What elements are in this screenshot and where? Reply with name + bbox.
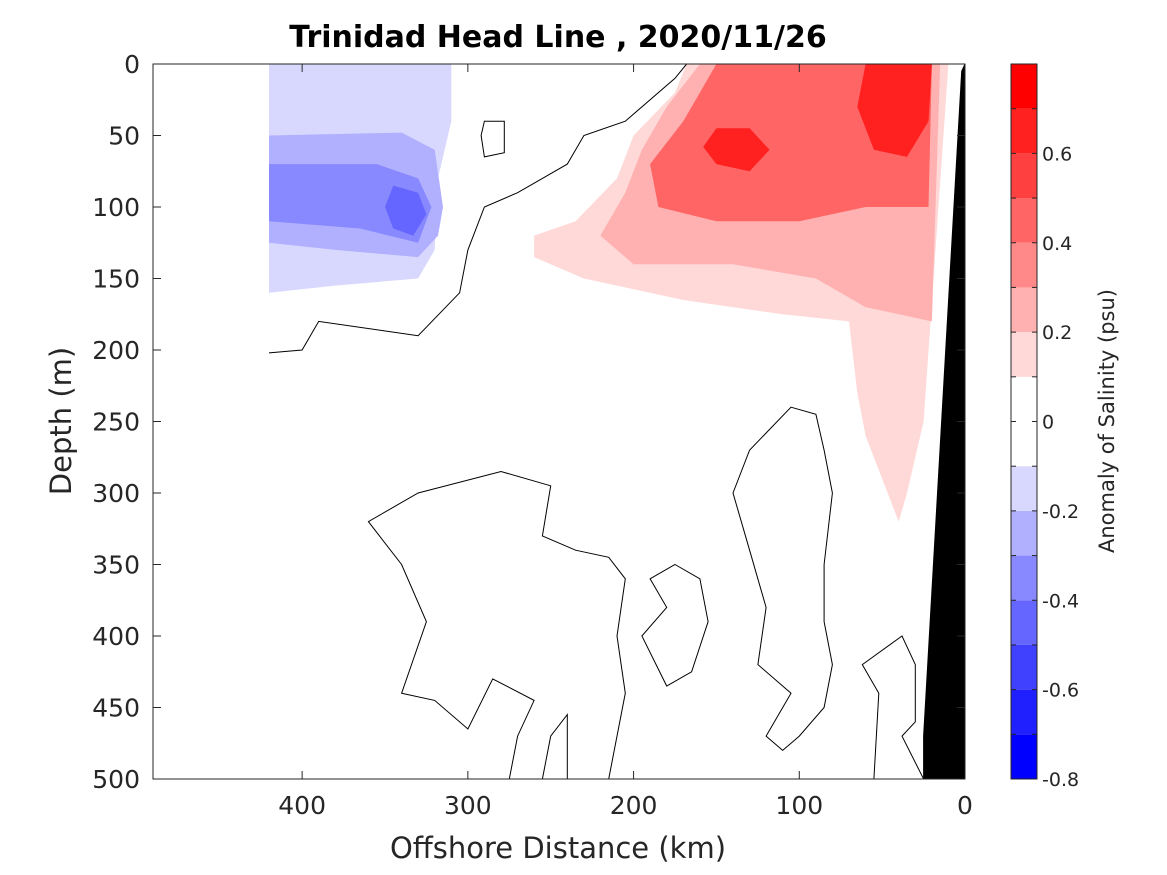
colorbar-tick-label: 0 (1042, 412, 1054, 434)
colorbar-tick-label: -0.4 (1042, 590, 1079, 612)
colorbar-tick-label: 0.4 (1042, 233, 1072, 255)
mid-salty-core-region (703, 128, 770, 172)
y-axis-label: Depth (m) (44, 347, 78, 495)
x-tick-label: 200 (610, 791, 658, 820)
colorbar-tick-label: -0.6 (1042, 680, 1079, 702)
nearshore-zero-contour (861, 635, 925, 779)
colorbar-swatch (1011, 376, 1037, 422)
continental-slope (923, 64, 965, 779)
colorbar-swatch (1011, 555, 1037, 601)
x-tick-label: 400 (278, 791, 326, 820)
colorbar-swatch (1011, 64, 1037, 109)
colorbar-swatch (1011, 332, 1037, 377)
upper-zero-contour (268, 64, 687, 354)
colorbar-swatch (1011, 153, 1037, 199)
deep-zero-contour-1 (367, 470, 626, 779)
y-tick-label: 400 (92, 622, 140, 651)
y-tick-label: 100 (92, 193, 140, 222)
colorbar-swatch (1011, 734, 1037, 779)
x-tick-label: 100 (775, 791, 823, 820)
colorbar-tick-label: 0.6 (1042, 143, 1072, 165)
colorbar-tick-label: 0.2 (1042, 322, 1072, 344)
seafloor-layer (923, 64, 965, 779)
deep-zero-contour-3 (732, 406, 833, 752)
colorbar-swatch (1011, 600, 1037, 645)
y-axis-ticks: 0 50 100 150 200 250 300 350 400 450 500 (92, 50, 965, 794)
small-zero-loop (480, 120, 505, 158)
colorbar-swatch (1011, 108, 1037, 154)
colorbar-swatch (1011, 198, 1037, 243)
filled-contour-layer (269, 64, 949, 522)
colorbar (1011, 64, 1037, 779)
x-tick-label: 0 (957, 791, 973, 820)
chart-title: Trinidad Head Line , 2020/11/26 (289, 20, 826, 55)
colorbar-swatch (1011, 466, 1037, 511)
x-tick-label: 300 (444, 791, 492, 820)
colorbar-swatch (1011, 510, 1037, 556)
colorbar-tick-label: -0.8 (1042, 769, 1079, 791)
y-tick-label: 0 (124, 50, 140, 79)
x-axis-ticks: 400 300 200 100 0 (278, 64, 973, 820)
subsurface-fresh-core-3-region (385, 185, 427, 236)
y-tick-label: 250 (92, 408, 140, 437)
colorbar-swatch (1011, 242, 1037, 288)
y-tick-label: 50 (108, 122, 140, 151)
y-tick-label: 450 (92, 694, 140, 723)
colorbar-swatch (1011, 644, 1037, 690)
y-tick-label: 200 (92, 336, 140, 365)
colorbar-swatch (1011, 689, 1037, 735)
mid-fresh-lens-region (509, 64, 651, 179)
colorbar-swatch (1011, 287, 1037, 333)
deep-zero-loop-2 (641, 563, 709, 687)
colorbar-tick-label: -0.2 (1042, 501, 1079, 523)
colorbar-label: Anomaly of Salinity (psu) (1095, 289, 1119, 553)
colorbar-ticks: 0.6 0.4 0.2 0 -0.2 -0.4 -0.6 -0.8 (1011, 108, 1079, 791)
subsurface-fresh-core-2-region (269, 164, 432, 243)
zero-contour-layer (268, 64, 925, 779)
y-tick-label: 500 (92, 765, 140, 794)
y-tick-label: 350 (92, 551, 140, 580)
colorbar-swatch (1011, 421, 1037, 467)
upper-salty-core-region (857, 64, 932, 157)
y-tick-label: 150 (92, 265, 140, 294)
y-tick-label: 300 (92, 479, 140, 508)
x-axis-label: Offshore Distance (km) (390, 831, 726, 865)
